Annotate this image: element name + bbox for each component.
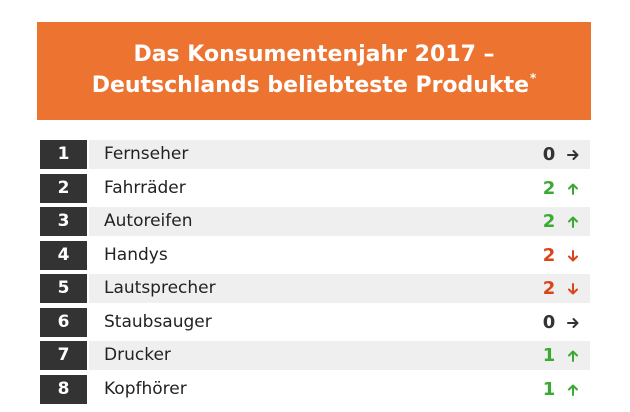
- rank-change-value: 1: [542, 345, 556, 366]
- rank-badge: 2: [40, 173, 87, 203]
- product-name: Lautsprecher: [89, 274, 557, 303]
- product-name: Fernseher: [89, 140, 557, 169]
- rank-change: 2: [522, 241, 590, 270]
- product-name: Fahrräder: [104, 177, 186, 198]
- arrow-down-icon: [568, 249, 578, 261]
- rank-change-value: 1: [542, 378, 556, 400]
- title-line-2: Deutschlands beliebteste Produkte*: [37, 70, 591, 104]
- rank-badge: 3: [40, 207, 87, 236]
- list-item: 5 Lautsprecher 2: [40, 274, 592, 303]
- rank-change-value: 0: [542, 144, 556, 165]
- product-name: Kopfhörer: [104, 378, 187, 399]
- product-name: Autoreifen: [89, 207, 557, 236]
- arrow-right-icon: [567, 317, 579, 328]
- rank-badge: 4: [40, 240, 87, 270]
- rank-change: 2: [522, 174, 590, 203]
- rank-change-value: 2: [542, 244, 556, 266]
- rank-badge: 6: [40, 307, 87, 337]
- list-item: 6 Staubsauger 0: [40, 307, 592, 337]
- title-banner: Das Konsumentenjahr 2017 – Deutschlands …: [37, 22, 591, 120]
- rank-change: 1: [522, 375, 590, 404]
- list-item: 1 Fernseher 0: [40, 140, 592, 169]
- arrow-up-icon: [568, 216, 578, 228]
- product-name: Handys: [104, 244, 168, 265]
- arrow-up-icon: [568, 183, 578, 195]
- arrow-down-icon: [568, 283, 578, 295]
- footnote-mark: *: [530, 71, 537, 85]
- arrow-up-icon: [568, 384, 578, 396]
- rank-change-value: 0: [542, 311, 556, 333]
- list-item: 7 Drucker 1: [40, 341, 592, 370]
- rank-change-value: 2: [542, 278, 556, 299]
- list-item: 2 Fahrräder 2: [40, 173, 592, 203]
- rank-change: 0: [522, 308, 590, 337]
- rank-badge: 1: [40, 140, 87, 169]
- rank-badge: 8: [40, 374, 87, 404]
- arrow-up-icon: [568, 350, 578, 362]
- rank-change: 2: [522, 274, 590, 303]
- rank-change-value: 2: [542, 211, 556, 232]
- list-item: 8 Kopfhörer 1: [40, 374, 592, 404]
- rank-change-value: 2: [542, 177, 556, 199]
- product-name: Staubsauger: [104, 311, 212, 332]
- arrow-right-icon: [567, 150, 579, 160]
- list-item: 4 Handys 2: [40, 240, 592, 270]
- rank-change: 0: [522, 140, 590, 169]
- ranking-list: 1 Fernseher 0 2 Fahrräder 2 3 Autoreifen 2 4 Handy…: [40, 140, 592, 408]
- rank-badge: 7: [40, 341, 87, 370]
- title-line-1: Das Konsumentenjahr 2017 –: [133, 42, 495, 67]
- list-item: 3 Autoreifen 2: [40, 207, 592, 236]
- rank-change: 2: [522, 207, 590, 236]
- product-name: Drucker: [89, 341, 557, 370]
- title-line-2-text: Deutschlands beliebteste Produkte: [91, 73, 530, 98]
- rank-change: 1: [522, 341, 590, 370]
- rank-badge: 5: [40, 274, 87, 303]
